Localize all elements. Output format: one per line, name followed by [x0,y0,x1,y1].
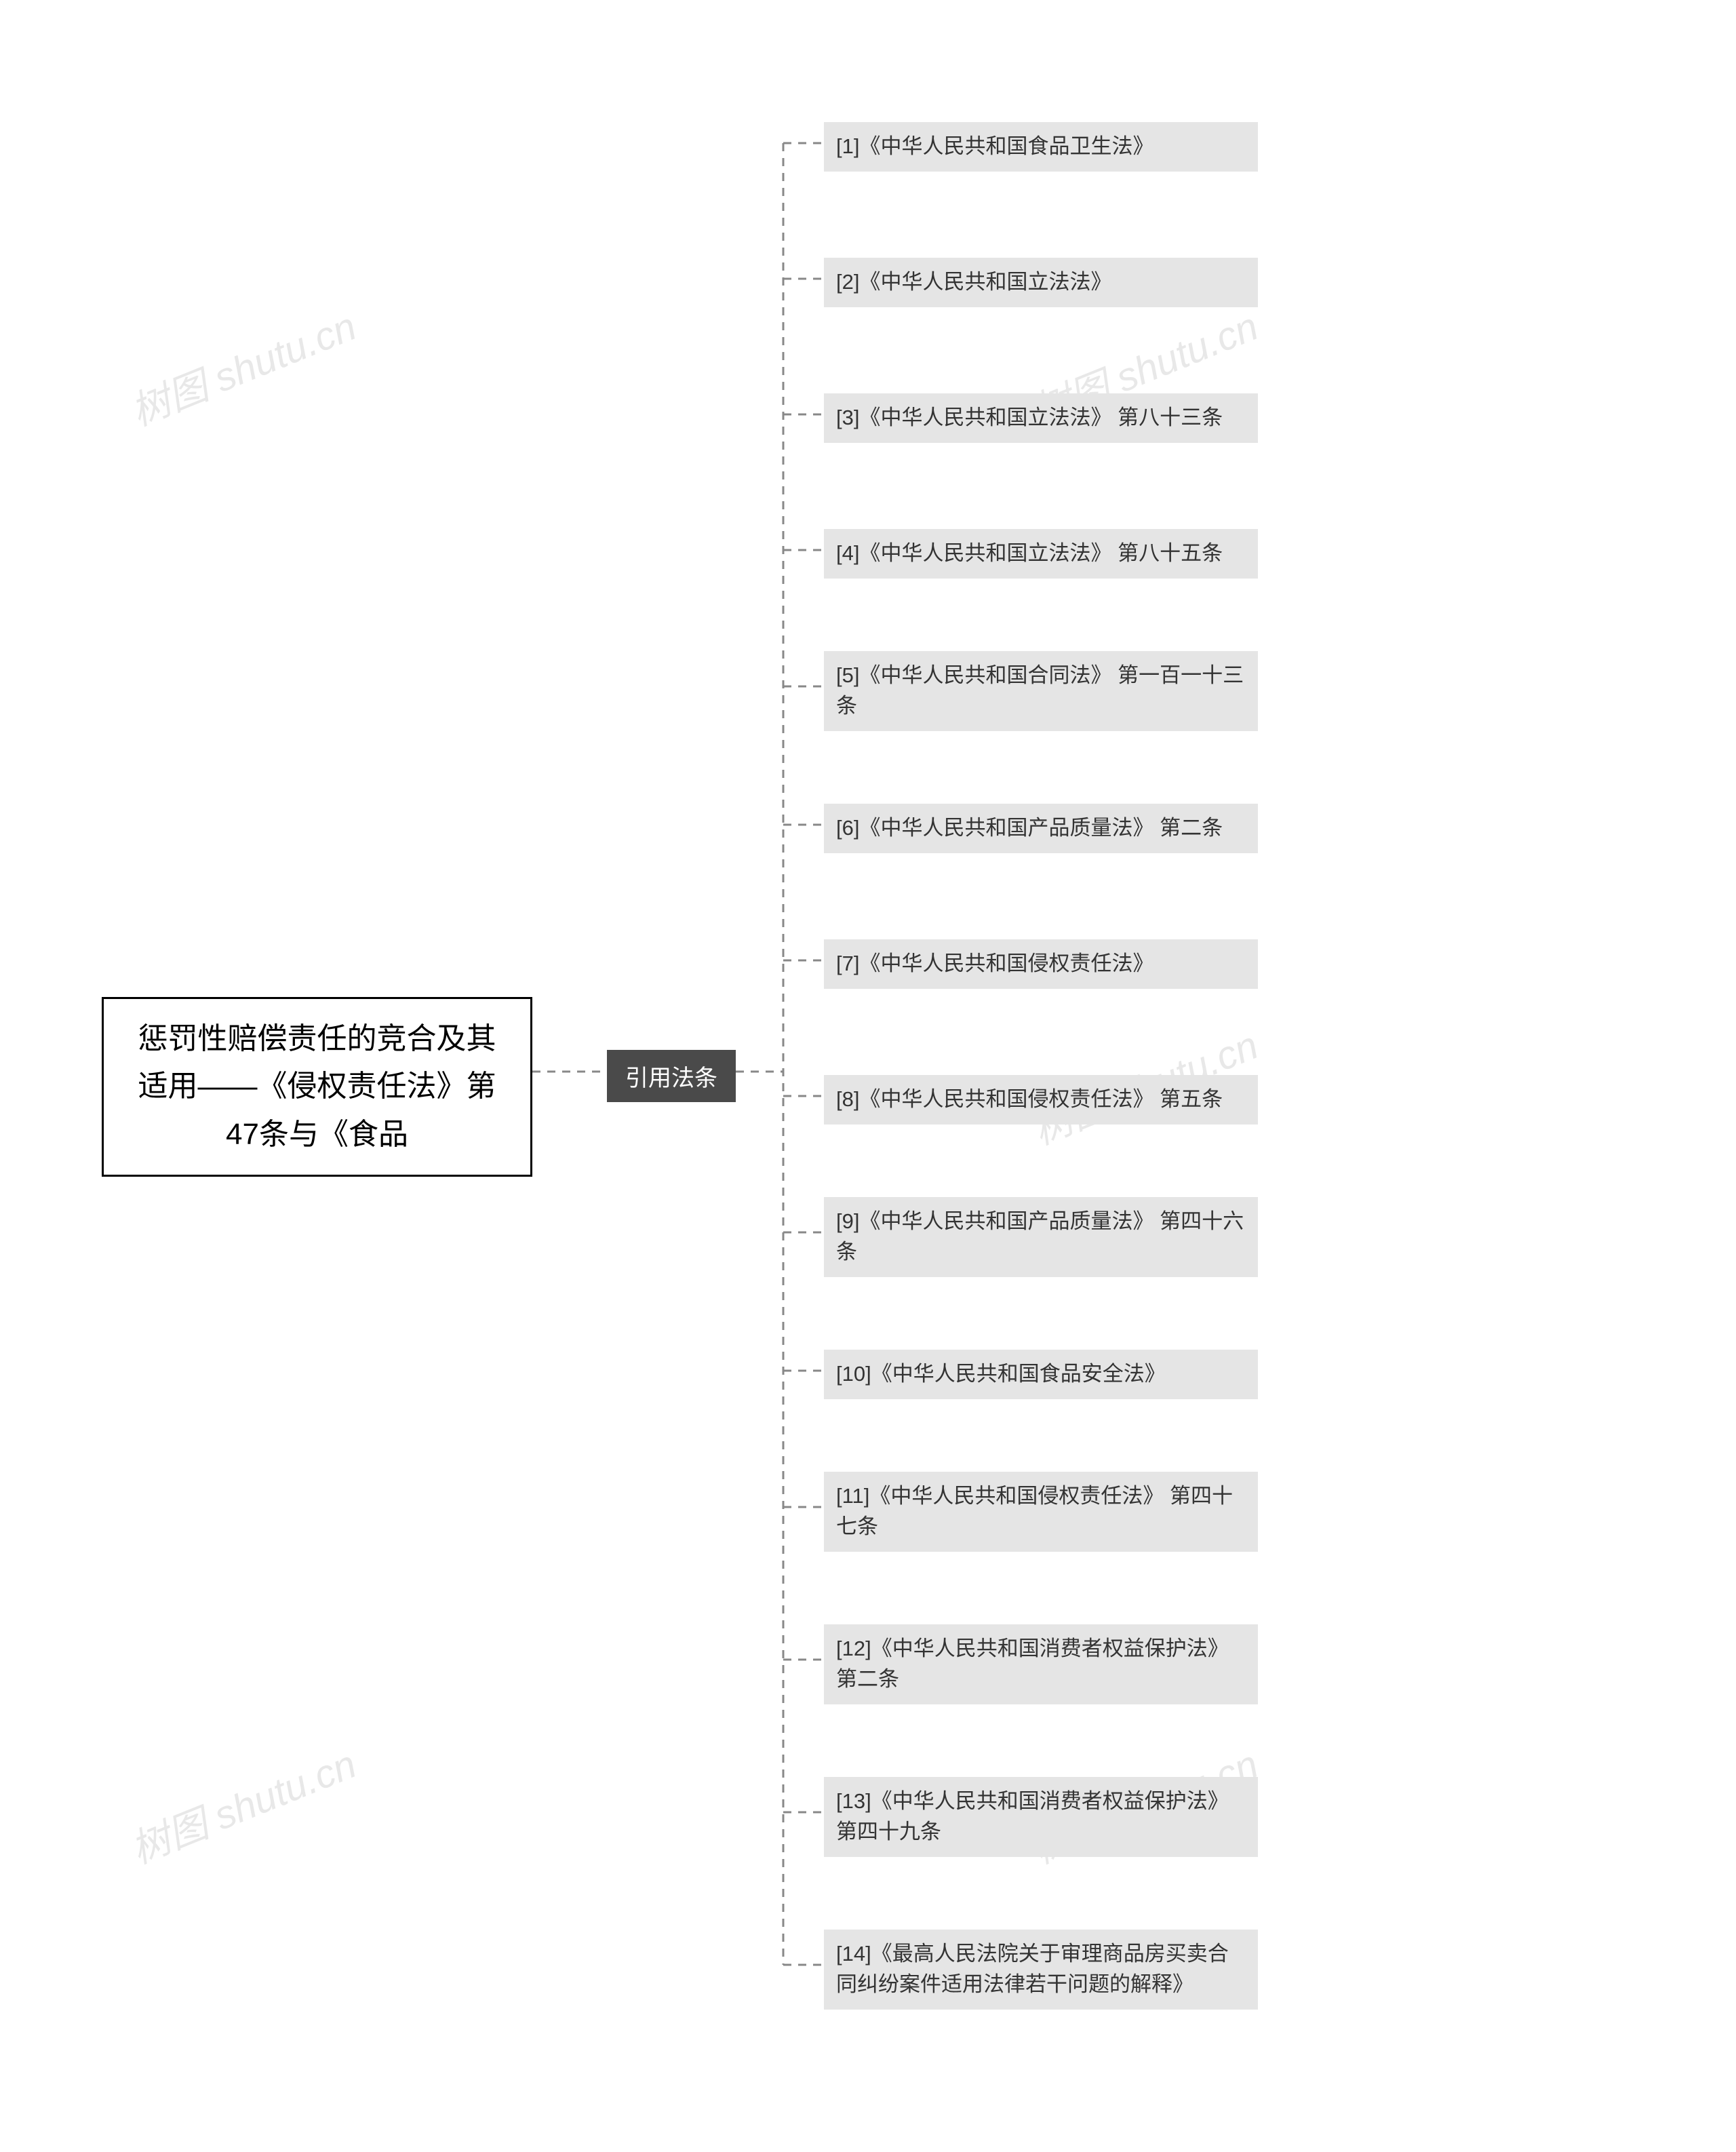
watermark: 树图 shutu.cn [121,294,363,437]
leaf-node: [3]《中华人民共和国立法法》 第八十三条 [824,393,1258,443]
leaf-node: [11]《中华人民共和国侵权责任法》 第四十七条 [824,1472,1258,1552]
leaf-node: [6]《中华人民共和国产品质量法》 第二条 [824,804,1258,853]
mindmap-diagram: 树图 shutu.cn树图 shutu.cn树图 shutu.cn树图 shut… [0,0,1736,2152]
leaf-node: [1]《中华人民共和国食品卫生法》 [824,122,1258,172]
root-node: 惩罚性赔偿责任的竞合及其适用——《侵权责任法》第47条与《食品 [102,997,532,1177]
leaf-node: [5]《中华人民共和国合同法》 第一百一十三条 [824,651,1258,731]
leaf-node: [9]《中华人民共和国产品质量法》 第四十六条 [824,1197,1258,1277]
leaf-node: [2]《中华人民共和国立法法》 [824,258,1258,307]
middle-node: 引用法条 [607,1050,736,1102]
leaf-node: [13]《中华人民共和国消费者权益保护法》 第四十九条 [824,1777,1258,1857]
leaf-node: [4]《中华人民共和国立法法》 第八十五条 [824,529,1258,579]
leaf-node: [14]《最高人民法院关于审理商品房买卖合同纠纷案件适用法律若干问题的解释》 [824,1930,1258,2010]
watermark: 树图 shutu.cn [121,1732,363,1875]
leaf-node: [12]《中华人民共和国消费者权益保护法》 第二条 [824,1624,1258,1704]
leaf-node: [8]《中华人民共和国侵权责任法》 第五条 [824,1075,1258,1124]
leaf-node: [10]《中华人民共和国食品安全法》 [824,1350,1258,1399]
leaf-node: [7]《中华人民共和国侵权责任法》 [824,939,1258,989]
